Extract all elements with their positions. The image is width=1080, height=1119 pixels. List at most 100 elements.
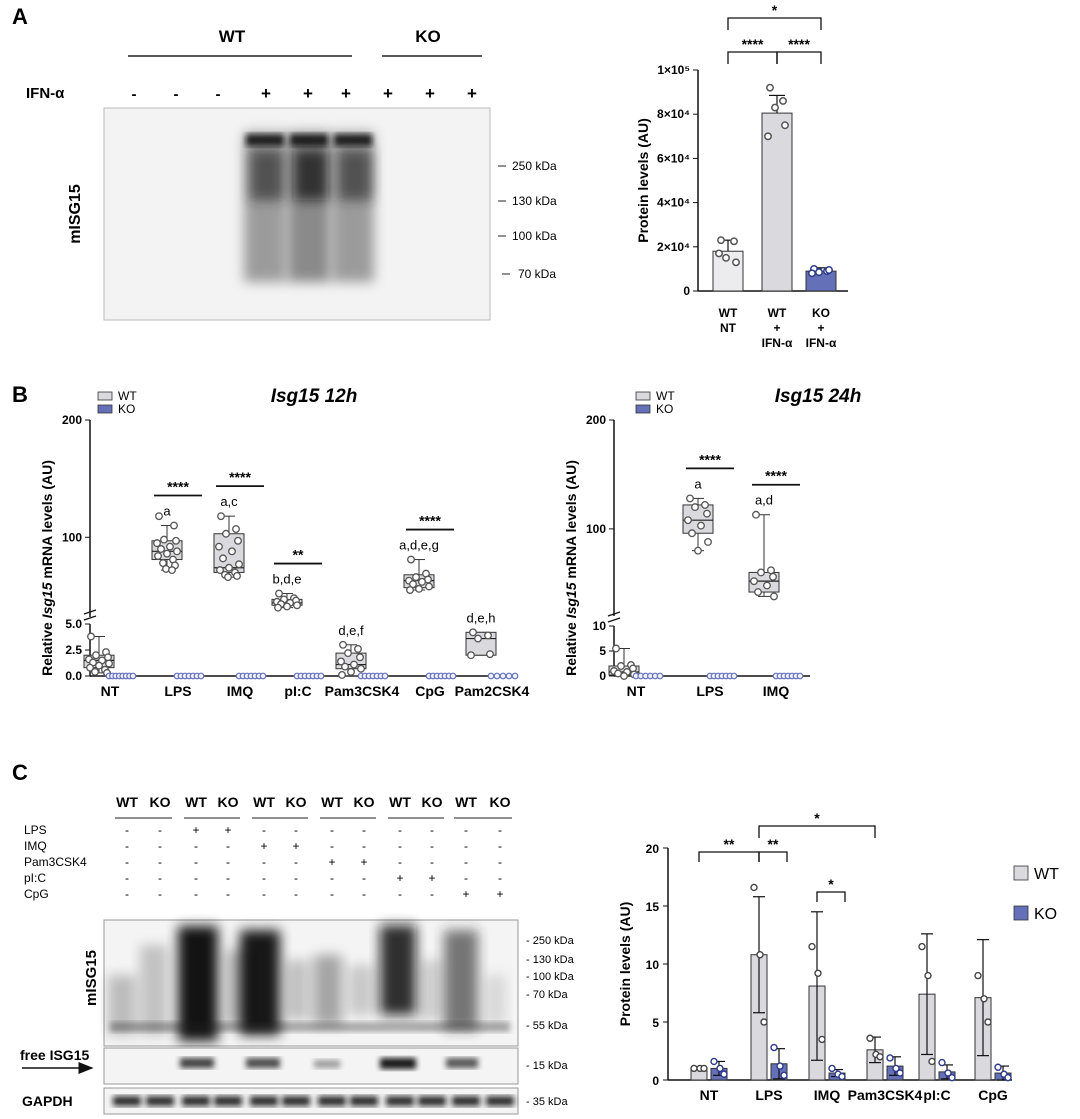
blot-a-marker-70: 70 kDa	[518, 267, 556, 281]
blot-a-ylabel: mISG15	[67, 184, 84, 244]
chart-a-ytick-label: 2×10⁴	[657, 240, 690, 254]
chart-b-point-wt	[87, 632, 95, 641]
chart-b-point-wt	[612, 644, 620, 653]
panel-label-c: C	[12, 760, 28, 785]
chart-b-point-wt	[684, 516, 692, 525]
blot-c-treatment-name: LPS	[24, 823, 47, 837]
blot-c-treatment-sign: +	[462, 887, 469, 901]
chart-b-point-wt	[339, 640, 347, 649]
chart-b-ytick-label: 10	[593, 619, 607, 633]
chart-c-point	[710, 1057, 718, 1066]
chart-a-category-label: IFN-α	[806, 336, 837, 350]
chart-c-point	[760, 1018, 768, 1026]
blot-a-treatment-label: IFN-α	[26, 85, 65, 102]
chart-c-category-label: Pam3CSK4	[848, 1087, 923, 1103]
blot-c-treatment-sign: +	[192, 823, 199, 837]
chart-b-point-wt	[154, 552, 162, 560]
chart-b-sig-label: ****	[167, 479, 189, 495]
chart-a-category-label: NT	[720, 321, 737, 335]
chart-b-point-wt	[275, 589, 283, 598]
chart-b-point-wt	[105, 659, 113, 668]
chart-b-point-wt	[228, 547, 236, 556]
blot-c-header: WT KO WT KO WT KO WT KO WT KO WT KO LPS - - + + - - - - - - - - I…	[24, 794, 512, 901]
chart-c-sig-label: **	[724, 836, 735, 852]
chart-c-point	[892, 1064, 900, 1073]
chart-b-point-wt	[617, 662, 625, 670]
chart-b-sig-label: ****	[765, 468, 787, 484]
chart-a-sig-label: *	[772, 2, 778, 18]
chart-b-right-box: 0 5 10 100 200 Relative Isg15 mRNA levels (AU…	[563, 386, 861, 699]
blot-c-gapdh-band	[418, 1096, 446, 1106]
blot-c-treatment-sign: -	[362, 839, 366, 853]
chart-c-point	[944, 1069, 952, 1077]
chart-b-category-label: pI:C	[284, 683, 311, 699]
blot-c-bands-free	[180, 1058, 478, 1069]
chart-c-bar: 0 5 10 15 20 Protein levels (AU) NT LPS IMQ Pam3C…	[617, 810, 1059, 1103]
chart-b-point-wt	[484, 631, 492, 640]
blot-a-lane-sign: -	[216, 86, 221, 103]
chart-c-point	[980, 995, 988, 1003]
chart-a-point	[825, 266, 833, 274]
chart-b-point-wt	[219, 554, 227, 563]
chart-b-point-wt	[235, 560, 243, 569]
chart-b-point-wt	[160, 535, 168, 544]
blot-c-treatment-sign: -	[158, 855, 162, 869]
blot-c-treatment-sign: -	[398, 839, 402, 853]
chart-a-point	[764, 132, 772, 141]
blot-c-marker-gapdh: - 35 kDa	[526, 1096, 568, 1108]
chart-a-bar: 0 2×10⁴ 4×10⁴ 6×10⁴ 8×10⁴ 1×10⁵ Protein levels…	[635, 2, 848, 350]
chart-b-sig-label: ****	[229, 469, 251, 485]
chart-b-point-wt	[274, 603, 282, 612]
chart-b-letters: d,e,f	[338, 623, 364, 638]
chart-b-point-wt	[341, 662, 349, 671]
chart-c-point	[750, 883, 758, 892]
chart-b-category-label: LPS	[164, 683, 191, 699]
chart-b-legend-label: WT	[118, 389, 137, 403]
chart-a-ytick-label: 8×10⁴	[657, 107, 690, 121]
chart-b-point-wt	[234, 536, 242, 545]
chart-c-sig-bracket	[816, 891, 846, 902]
chart-b-legend-swatch	[635, 404, 651, 414]
blot-c-lane-group: KO	[150, 794, 171, 810]
chart-b-point-wt	[95, 661, 103, 670]
chart-c-category-label: CpG	[978, 1087, 1008, 1103]
chart-b-point-wt	[225, 563, 233, 572]
chart-c-point	[780, 1071, 788, 1080]
chart-c-point	[896, 1069, 904, 1077]
blot-c-treatment-sign: -	[398, 855, 402, 869]
chart-c-point	[886, 1054, 894, 1062]
chart-b-category-label: Pam2CSK4	[455, 683, 530, 699]
blot-a-bands	[244, 132, 374, 282]
chart-c-point	[818, 1035, 826, 1044]
blot-c-treatment-sign: -	[226, 855, 230, 869]
chart-c-point	[770, 1043, 778, 1052]
blot-c-gapdh-band	[250, 1096, 278, 1106]
chart-c-ytick-label: 20	[646, 842, 660, 856]
chart-b-point-wt	[688, 529, 696, 538]
chart-b-point-wt	[769, 572, 777, 581]
blot-c-treatment-sign: +	[224, 823, 231, 837]
chart-b-point-ko	[487, 672, 495, 680]
blot-c-gapdh-band	[182, 1096, 210, 1106]
chart-b-point-wt	[770, 592, 778, 601]
blot-c-treatment-sign: -	[294, 871, 298, 885]
chart-b-point-wt	[166, 542, 174, 551]
chart-a-sig-label: ****	[742, 36, 764, 52]
chart-b-point-wt	[153, 539, 161, 548]
blot-c-treatment-sign: -	[398, 823, 402, 837]
blot-c-treatment-sign: -	[430, 887, 434, 901]
blot-c-treatment-sign: -	[330, 887, 334, 901]
blot-c-treatment-sign: -	[294, 823, 298, 837]
chart-a-ytick-label: 0	[683, 284, 690, 298]
blot-c-lane-group: KO	[218, 794, 239, 810]
blot-c-treatment-sign: +	[328, 855, 335, 869]
chart-b-point-wt	[215, 542, 223, 551]
chart-b-point-wt	[486, 650, 494, 659]
chart-a-point	[815, 268, 823, 277]
chart-b-letters: a,d	[755, 493, 773, 508]
chart-b-letters: b,d,e	[273, 572, 302, 587]
chart-b-ytick-label: 200	[586, 413, 606, 427]
chart-c-ytick-label: 5	[652, 1016, 659, 1030]
chart-b-point-wt	[224, 573, 232, 582]
blot-c-lane-group: WT	[455, 794, 477, 810]
